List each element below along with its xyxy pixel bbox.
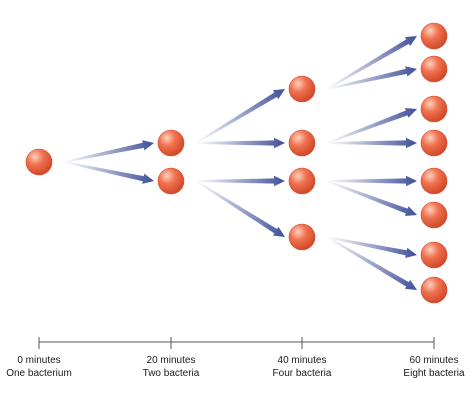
- growth-arrow-6: [326, 36, 417, 90]
- bacterium-gen0-0: [25, 148, 53, 176]
- timeline-time-label-0: 0 minutes: [17, 355, 60, 366]
- bacterium-gen2-1: [288, 129, 316, 157]
- growth-arrows: [63, 36, 417, 290]
- bacterium-gen2-3: [288, 223, 316, 251]
- growth-arrow-11: [326, 180, 417, 216]
- timeline-count-label-2: Four bacteria: [273, 368, 332, 379]
- bacterium-gen1-1: [157, 167, 185, 195]
- bacterium-gen3-7: [420, 276, 448, 304]
- bacterium-gen3-2: [420, 95, 448, 123]
- growth-arrow-0: [63, 140, 155, 163]
- bacterium-gen2-2: [288, 167, 316, 195]
- growth-arrow-4: [196, 175, 285, 187]
- bacteria-cells: [25, 22, 448, 304]
- bacterium-gen3-5: [420, 201, 448, 229]
- growth-arrow-9: [327, 137, 417, 149]
- bacterium-gen3-1: [420, 55, 448, 83]
- timeline-count-label-0: One bacterium: [6, 368, 72, 379]
- timeline-time-label-2: 40 minutes: [278, 355, 327, 366]
- bacterium-gen2-0: [288, 75, 316, 103]
- timeline-time-label-1: 20 minutes: [147, 355, 196, 366]
- growth-arrow-13: [326, 236, 417, 290]
- growth-arrow-2: [195, 88, 286, 144]
- growth-arrow-8: [326, 108, 417, 144]
- bacterium-gen3-4: [420, 167, 448, 195]
- timeline-count-label-1: Two bacteria: [143, 368, 200, 379]
- growth-arrow-10: [327, 175, 417, 187]
- timeline-count-label-3: Eight bacteria: [403, 368, 465, 379]
- growth-arrow-7: [326, 66, 417, 90]
- bacterium-gen3-0: [420, 22, 448, 50]
- growth-arrow-12: [326, 236, 417, 258]
- growth-arrow-3: [196, 137, 285, 149]
- bacterium-gen3-6: [420, 241, 448, 269]
- growth-arrow-5: [195, 180, 285, 237]
- timeline-time-label-3: 60 minutes: [410, 355, 459, 366]
- growth-arrow-1: [63, 161, 155, 184]
- bacterium-gen1-0: [157, 129, 185, 157]
- bacterium-gen3-3: [420, 129, 448, 157]
- timeline-ticks: 0 minutes One bacterium 20 minutes Two bact…: [6, 337, 465, 379]
